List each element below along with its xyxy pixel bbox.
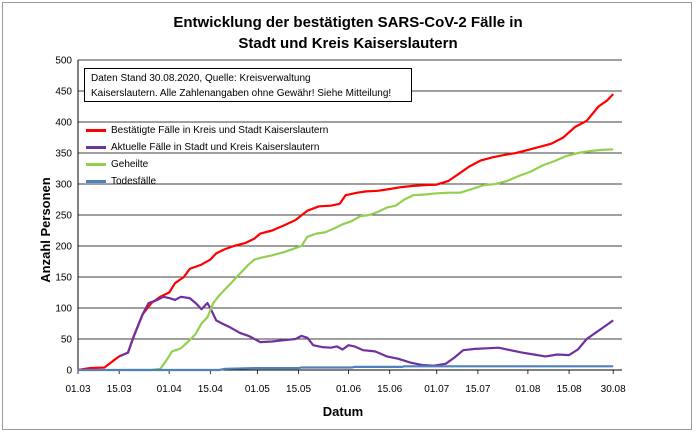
x-tick-label: 01.08 xyxy=(515,384,540,395)
y-tick-label: 400 xyxy=(55,118,72,129)
gridlines xyxy=(77,59,622,371)
x-tick-label: 30.08 xyxy=(601,384,626,395)
legend-item-2: Aktuelle Fälle in Stadt und Kreis Kaiser… xyxy=(86,139,328,156)
x-tick-label: 15.06 xyxy=(377,384,402,395)
legend-swatch xyxy=(86,129,106,132)
legend-label: Todesfälle xyxy=(111,176,157,187)
y-tick-label: 50 xyxy=(61,335,73,346)
y-tick-label: 100 xyxy=(55,304,72,315)
legend-label: Bestätigte Fälle in Kreis und Stadt Kais… xyxy=(111,125,329,136)
y-tick-label: 0 xyxy=(66,366,72,377)
series-line-1 xyxy=(77,93,614,372)
x-tick-label: 15.07 xyxy=(465,384,490,395)
note-line2: Kaiserslautern. Alle Zahlenangaben ohne … xyxy=(91,88,392,99)
x-tick-label: 01.07 xyxy=(424,384,449,395)
x-tick-label: 15.05 xyxy=(286,384,311,395)
data-source-note: Daten Stand 30.08.2020, Quelle: Kreisver… xyxy=(84,68,412,102)
y-axis-ticks: 0 50 100 150 200 250 300 350 400 450 500 xyxy=(55,56,72,377)
legend-swatch xyxy=(86,146,106,149)
legend-item-3: Geheilte xyxy=(86,156,328,173)
y-tick-label: 350 xyxy=(55,149,72,160)
legend-item-4: Todesfälle xyxy=(86,173,328,190)
x-tick-label: 01.05 xyxy=(245,384,270,395)
series-line-4 xyxy=(78,365,614,372)
y-tick-label: 250 xyxy=(55,211,72,222)
x-tick-label: 15.04 xyxy=(198,384,223,395)
legend-label: Geheilte xyxy=(111,159,149,170)
y-tick-label: 450 xyxy=(55,87,72,98)
x-tick-label: 15.08 xyxy=(557,384,582,395)
legend-swatch xyxy=(86,180,106,183)
series-line-2 xyxy=(118,295,614,367)
y-tick-label: 500 xyxy=(55,56,72,67)
series-lines xyxy=(77,93,614,372)
x-axis-label: Datum xyxy=(323,404,363,419)
note-line1: Daten Stand 30.08.2020, Quelle: Kreisver… xyxy=(91,73,311,84)
x-axis-ticks: 01.03 15.03 01.04 15.04 01.05 15.05 01.06 15.06… xyxy=(65,370,626,395)
legend-swatch xyxy=(86,163,106,166)
y-axis-label: Anzahl Personen xyxy=(38,177,53,283)
legend-label: Aktuelle Fälle in Stadt und Kreis Kaiser… xyxy=(111,142,320,153)
y-tick-label: 150 xyxy=(55,273,72,284)
x-tick-label: 15.03 xyxy=(107,384,132,395)
series-line-3 xyxy=(128,148,614,372)
legend: Bestätigte Fälle in Kreis und Stadt Kais… xyxy=(86,122,328,190)
y-tick-label: 300 xyxy=(55,180,72,191)
legend-item-1: Bestätigte Fälle in Kreis und Stadt Kais… xyxy=(86,122,328,139)
chart-title-line2: Stadt und Kreis Kaiserslautern xyxy=(238,35,458,52)
chart-title-line1: Entwicklung der bestätigten SARS-CoV-2 F… xyxy=(173,14,523,31)
y-tick-label: 200 xyxy=(55,242,72,253)
x-tick-label: 01.03 xyxy=(65,384,90,395)
chart-title: Entwicklung der bestätigten SARS-CoV-2 F… xyxy=(0,12,696,54)
x-tick-label: 01.04 xyxy=(157,384,182,395)
x-tick-label: 01.06 xyxy=(336,384,361,395)
